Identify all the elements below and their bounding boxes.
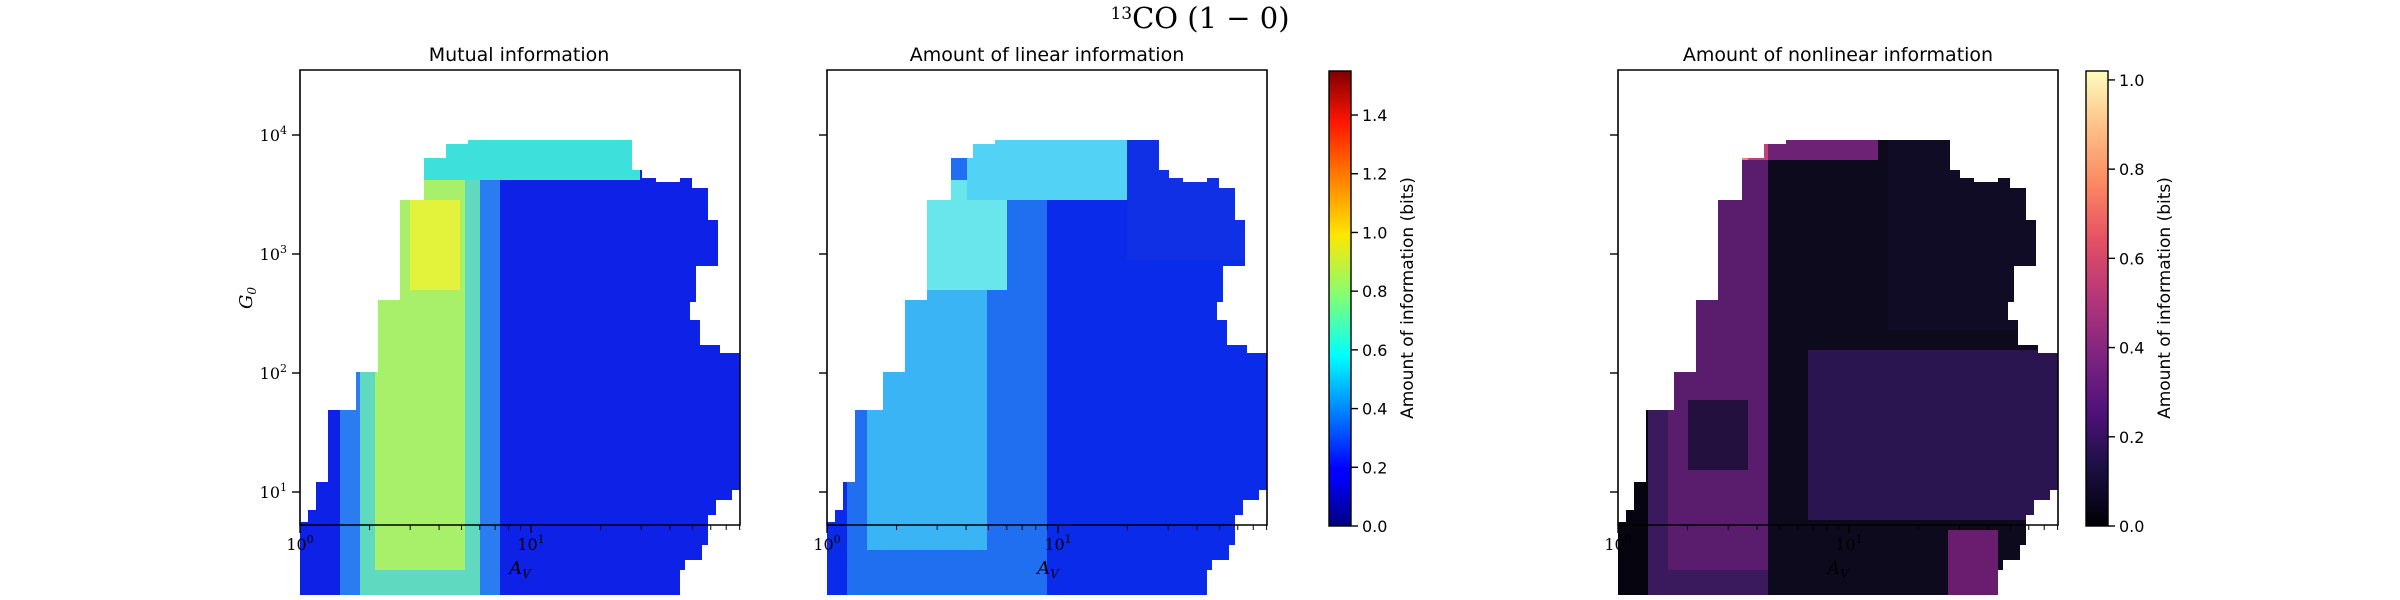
- colorbar-tick-label: 1.0: [1362, 223, 1387, 242]
- x-tick-label-0: 100: [1604, 533, 1631, 554]
- heatmap-image: [1618, 140, 2058, 595]
- panel-title: Amount of linear information: [910, 44, 1185, 66]
- x-ticks: 100 101: [286, 525, 545, 554]
- colorbar-ticks: 0.0 0.2 0.4 0.6 0.8 1.0 1.2 1.4: [1351, 106, 1387, 536]
- colorbar-tick-label: 0.0: [1362, 517, 1387, 536]
- colorbar-ticks: 0.0 0.2 0.4 0.6 0.8 1.0: [2108, 71, 2144, 536]
- colorbar-tick-label: 0.4: [2119, 339, 2144, 358]
- panel-nonlinear-information: Amount of nonlinear information 100 101: [1604, 44, 2059, 595]
- colorbar-linear: 0.0 0.2 0.4 0.6 0.8 1.0 1.2 1.4 Amount of infor…: [1328, 70, 1418, 536]
- panel-mutual-information: Mutual information 100 101: [236, 44, 741, 595]
- colorbar-label: Amount of information (bits): [2155, 177, 2175, 419]
- x-ticks: 100 101: [813, 525, 1072, 554]
- y-ticks: [819, 134, 827, 493]
- colorbar-tick-label: 0.4: [1362, 400, 1387, 419]
- x-tick-label-0: 100: [286, 533, 313, 554]
- colorbar-tick-label: 0.6: [1362, 341, 1387, 360]
- colorbar-tick-label: 0.6: [2119, 249, 2144, 268]
- colorbar-tick-label: 0.2: [1362, 458, 1387, 477]
- y-tick-label-3: 104: [260, 124, 287, 145]
- x-tick-label-1: 101: [517, 533, 544, 554]
- y-ticks: [1610, 134, 1618, 493]
- heatmap-image: [827, 140, 1267, 595]
- y-tick-label-0: 101: [260, 481, 287, 502]
- x-tick-label-1: 101: [1044, 533, 1071, 554]
- suptitle-superscript: 13: [1110, 4, 1132, 24]
- y-tick-label-2: 103: [260, 243, 287, 264]
- colorbar-tick-label: 1.4: [1362, 106, 1387, 125]
- y-tick-label-1: 102: [260, 362, 287, 383]
- colorbar-nonlinear: 0.0 0.2 0.4 0.6 0.8 1.0 Amount of information…: [2085, 70, 2175, 536]
- colorbar-tick-label: 0.8: [2119, 160, 2144, 179]
- colorbar-tick-label: 1.0: [2119, 71, 2144, 90]
- suptitle-text: CO (1 − 0): [1132, 1, 1289, 35]
- x-axis-label: AV: [1825, 558, 1850, 581]
- x-axis-label: AV: [507, 558, 532, 581]
- x-axis-label: AV: [1035, 558, 1060, 581]
- colorbar-gradient: [2085, 70, 2109, 527]
- panel-linear-information: Amount of linear information 100 101: [813, 44, 1268, 595]
- x-tick-label-1: 101: [1835, 533, 1862, 554]
- colorbar-tick-label: 1.2: [1362, 165, 1387, 184]
- colorbar-tick-label: 0.0: [2119, 517, 2144, 536]
- colorbar-label: Amount of information (bits): [1398, 177, 1418, 419]
- figure-suptitle: 13CO (1 − 0): [1110, 1, 1289, 35]
- minor-ticks: [369, 525, 2059, 530]
- y-ticks: 101 102 103 104: [260, 124, 300, 502]
- heatmap-image: [300, 140, 740, 595]
- panel-title: Mutual information: [429, 44, 610, 66]
- colorbar-tick-label: 0.8: [1362, 282, 1387, 301]
- panel-title: Amount of nonlinear information: [1683, 44, 1993, 66]
- colorbar-tick-label: 0.2: [2119, 428, 2144, 447]
- colorbar-gradient: [1328, 70, 1352, 527]
- y-axis-label: G0: [236, 287, 259, 309]
- x-ticks: 100 101: [1604, 525, 1863, 554]
- x-tick-label-0: 100: [813, 533, 840, 554]
